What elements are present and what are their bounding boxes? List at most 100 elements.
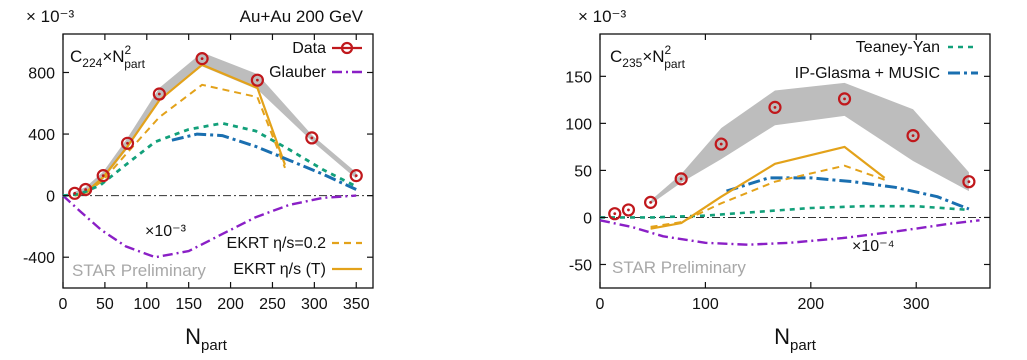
right-ylabel-sup: 2: [665, 43, 672, 57]
series-line-1: [62, 194, 357, 259]
right-ylabel-sub: 235: [622, 56, 642, 70]
data-point: [120, 136, 135, 150]
y-tick-label: 800: [28, 65, 55, 82]
data-point: [608, 207, 622, 221]
left-panel: × 10⁻³ Au+Au 200 GeV 0 50 100 150 200 250 300 3…: [23, 7, 374, 354]
data-point-center: [200, 57, 204, 61]
left-prelim: STAR Preliminary: [72, 261, 206, 280]
series-line-2: [726, 176, 970, 211]
error-band: [74, 52, 357, 195]
x-tick-label: 0: [596, 296, 605, 313]
right-points-group: [608, 92, 976, 221]
data-point-center: [911, 134, 915, 138]
data-point-center: [843, 97, 846, 101]
right-ylabel-mid: ×N: [642, 47, 664, 66]
left-legend-glauber-label: Glauber: [269, 64, 327, 81]
x-tick-label: 200: [217, 296, 244, 313]
data-point: [962, 175, 976, 189]
left-annotation: ×10⁻³: [145, 223, 187, 240]
data-point: [674, 172, 688, 186]
left-xlabel-sub: part: [201, 337, 228, 354]
data-point: [250, 73, 264, 87]
data-point: [68, 186, 82, 200]
data-point-center: [157, 92, 161, 96]
x-tick-label: 300: [301, 296, 328, 313]
right-plot-frame: [599, 33, 991, 289]
left-legend-ekrtT-label: EKRT η/s (T): [233, 261, 326, 278]
right-curves-group: [599, 145, 990, 246]
data-point-center: [255, 78, 259, 82]
data-point-center: [613, 212, 617, 216]
y-tick-label: 50: [574, 163, 592, 180]
series-line-5: [650, 145, 886, 230]
y-tick-label: 0: [46, 189, 55, 206]
right-band-group: [650, 82, 969, 205]
left-legend-data-label: Data: [292, 40, 326, 57]
x-tick-label: 0: [59, 296, 68, 313]
data-point: [906, 129, 920, 143]
right-xlabel: Npart: [774, 324, 817, 354]
left-ylabel: C224×N2 part: [70, 43, 146, 71]
data-point-center: [84, 188, 88, 191]
right-annotation: ×10⁻⁴: [852, 238, 895, 255]
left-curves-group: [62, 63, 373, 259]
data-point: [349, 169, 363, 183]
left-plot-frame: [62, 33, 374, 289]
left-xlabel: Npart: [185, 324, 228, 354]
series-line-3: [74, 63, 287, 197]
x-tick-label: 150: [175, 296, 202, 313]
right-scale-label: × 10⁻³: [578, 7, 627, 26]
data-point-center: [773, 105, 777, 109]
data-point-center: [679, 177, 683, 181]
data-point: [714, 137, 728, 151]
left-ylabel-sup: 2: [125, 43, 132, 57]
x-tick-label: 350: [343, 296, 370, 313]
left-ylabel-sub2: part: [124, 57, 145, 71]
data-point: [195, 52, 209, 66]
series-line-5: [171, 132, 357, 191]
x-tick-label: 50: [96, 296, 114, 313]
data-point-center: [627, 208, 630, 212]
data-point: [79, 182, 93, 197]
data-point: [643, 195, 658, 209]
y-tick-label: -400: [23, 250, 55, 267]
x-tick-label: 200: [797, 296, 824, 313]
right-ylabel: C235×N2 part: [610, 43, 686, 71]
data-point: [96, 169, 110, 183]
y-tick-label: 0: [583, 210, 592, 227]
right-legend-teaney-label: Teaney-Yan: [856, 39, 940, 56]
left-ylabel-main: C: [70, 47, 82, 66]
left-top-label: Au+Au 200 GeV: [240, 7, 364, 26]
data-point: [305, 131, 319, 145]
data-point-center: [73, 191, 77, 195]
right-xlabel-main: N: [774, 324, 790, 349]
x-tick-label: 250: [259, 296, 286, 313]
error-band: [650, 82, 969, 205]
data-point-center: [967, 180, 971, 184]
right-xlabel-sub: part: [790, 337, 817, 354]
left-scale-label: × 10⁻³: [26, 7, 75, 26]
x-tick-label: 100: [133, 296, 160, 313]
data-point: [152, 87, 166, 101]
x-tick-label: 100: [692, 296, 719, 313]
x-tick-label: 300: [903, 296, 930, 313]
right-legend-glasma-label: IP-Glasma + MUSIC: [795, 65, 940, 82]
right-ticks-group: 0 100 200 300 -50 0 50 100 150: [565, 34, 990, 313]
left-points-group: [68, 52, 363, 200]
left-band-group: [74, 52, 357, 195]
data-point-center: [649, 200, 652, 204]
left-ticks-group: 0 50 100 150 200 250 300 350 -400 0 400 800: [23, 34, 373, 313]
y-tick-label: 400: [28, 127, 55, 144]
data-point-center: [126, 141, 129, 145]
right-prelim: STAR Preliminary: [612, 258, 746, 277]
series-line-4: [650, 164, 885, 228]
series-line-1: [600, 204, 969, 219]
data-point: [621, 203, 636, 217]
left-legend-data-marker: [340, 41, 354, 55]
left-ylabel-mid: ×N: [102, 47, 124, 66]
right-ylabel-sub2: part: [664, 57, 685, 71]
data-point-center: [354, 174, 358, 178]
left-ylabel-sub: 224: [82, 56, 102, 70]
